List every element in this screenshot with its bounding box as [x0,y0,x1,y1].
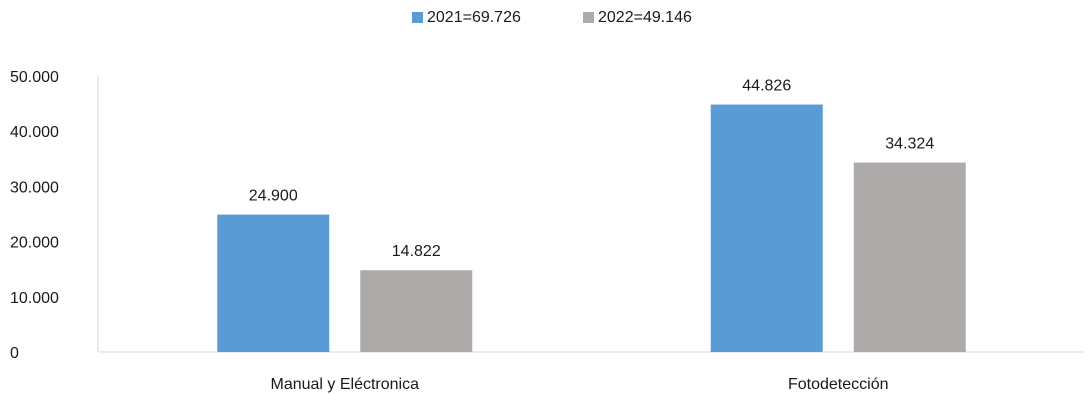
legend-swatch-2 [583,12,594,23]
bar [853,162,966,352]
y-axis: 0 10.000 20.000 30.000 40.000 50.000 [10,69,99,362]
y-tick-label: 10.000 [10,290,59,307]
data-label: 44.826 [742,78,791,95]
bar [360,270,473,352]
legend-swatch-1 [412,12,423,23]
legend-label-2: 2022=49.146 [598,9,692,26]
y-tick-label: 50.000 [10,69,59,86]
legend-label-1: 2021=69.726 [427,9,521,26]
data-labels: 24.900 14.822 44.826 34.324 [249,78,935,261]
y-tick-label: 30.000 [10,179,59,196]
x-category-label: Fotodetección [788,376,889,393]
y-tick-label: 20.000 [10,235,59,252]
bar [217,214,330,352]
data-label: 24.900 [249,188,298,205]
x-axis: Manual y Eléctronica Fotodetección [98,351,1085,393]
bars [217,104,966,352]
x-category-label: Manual y Eléctronica [270,376,419,393]
data-label: 34.324 [885,136,934,153]
legend: 2021=69.726 2022=49.146 [412,9,692,26]
data-label: 14.822 [392,243,441,260]
bar [710,104,823,352]
y-tick-label: 0 [10,345,19,362]
y-tick-label: 40.000 [10,124,59,141]
